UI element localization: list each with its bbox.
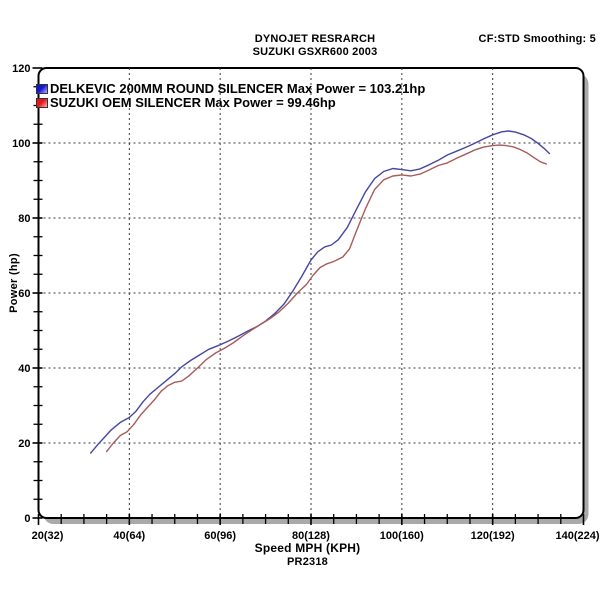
y-tick-label-120: 120 [12, 63, 30, 75]
x-axis-title: Speed MPH (KPH) [254, 541, 361, 555]
y-tick-label-40: 40 [18, 363, 30, 375]
x-tick-label-100: 100(160) [380, 530, 424, 542]
curve-delkevic [89, 130, 551, 454]
header-line1: DYNOJET RESRARCH [254, 33, 376, 45]
x-tick-label-140: 140(224) [555, 530, 599, 542]
y-tick-label-60: 60 [18, 288, 30, 300]
smoothing-info: CF:STD Smoothing: 5 [478, 33, 596, 45]
legend-swatch-icon [36, 97, 48, 108]
chart-header: DYNOJET RESRARCH SUZUKI GSXR600 2003 [180, 33, 450, 59]
x-tick-label-20: 20(32) [32, 530, 64, 542]
header-line2: SUZUKI GSXR600 2003 [252, 46, 378, 58]
x-tick-label-80: 80(128) [292, 530, 330, 542]
legend-swatch-icon [36, 83, 48, 94]
y-tick-label-0: 0 [24, 513, 30, 525]
x-tick-label-120: 120(192) [471, 530, 515, 542]
y-tick-label-20: 20 [18, 438, 30, 450]
y-axis-title: Power (hp) [8, 253, 20, 313]
legend-item: DELKEVIC 200MM ROUND SILENCER Max Power … [36, 81, 426, 96]
curve-suzuki-oem [105, 144, 547, 453]
x-tick-label-40: 40(64) [113, 530, 145, 542]
legend-label: SUZUKI OEM SILENCER Max Power = 99.46hp [50, 95, 336, 110]
run-id: PR2318 [287, 556, 328, 568]
legend-label: DELKEVIC 200MM ROUND SILENCER Max Power … [50, 81, 426, 96]
x-tick-label-60: 60(96) [204, 530, 236, 542]
chart-legend: DELKEVIC 200MM ROUND SILENCER Max Power … [36, 81, 426, 110]
y-tick-label-100: 100 [12, 138, 30, 150]
legend-item: SUZUKI OEM SILENCER Max Power = 99.46hp [36, 95, 425, 110]
y-tick-label-80: 80 [18, 213, 30, 225]
